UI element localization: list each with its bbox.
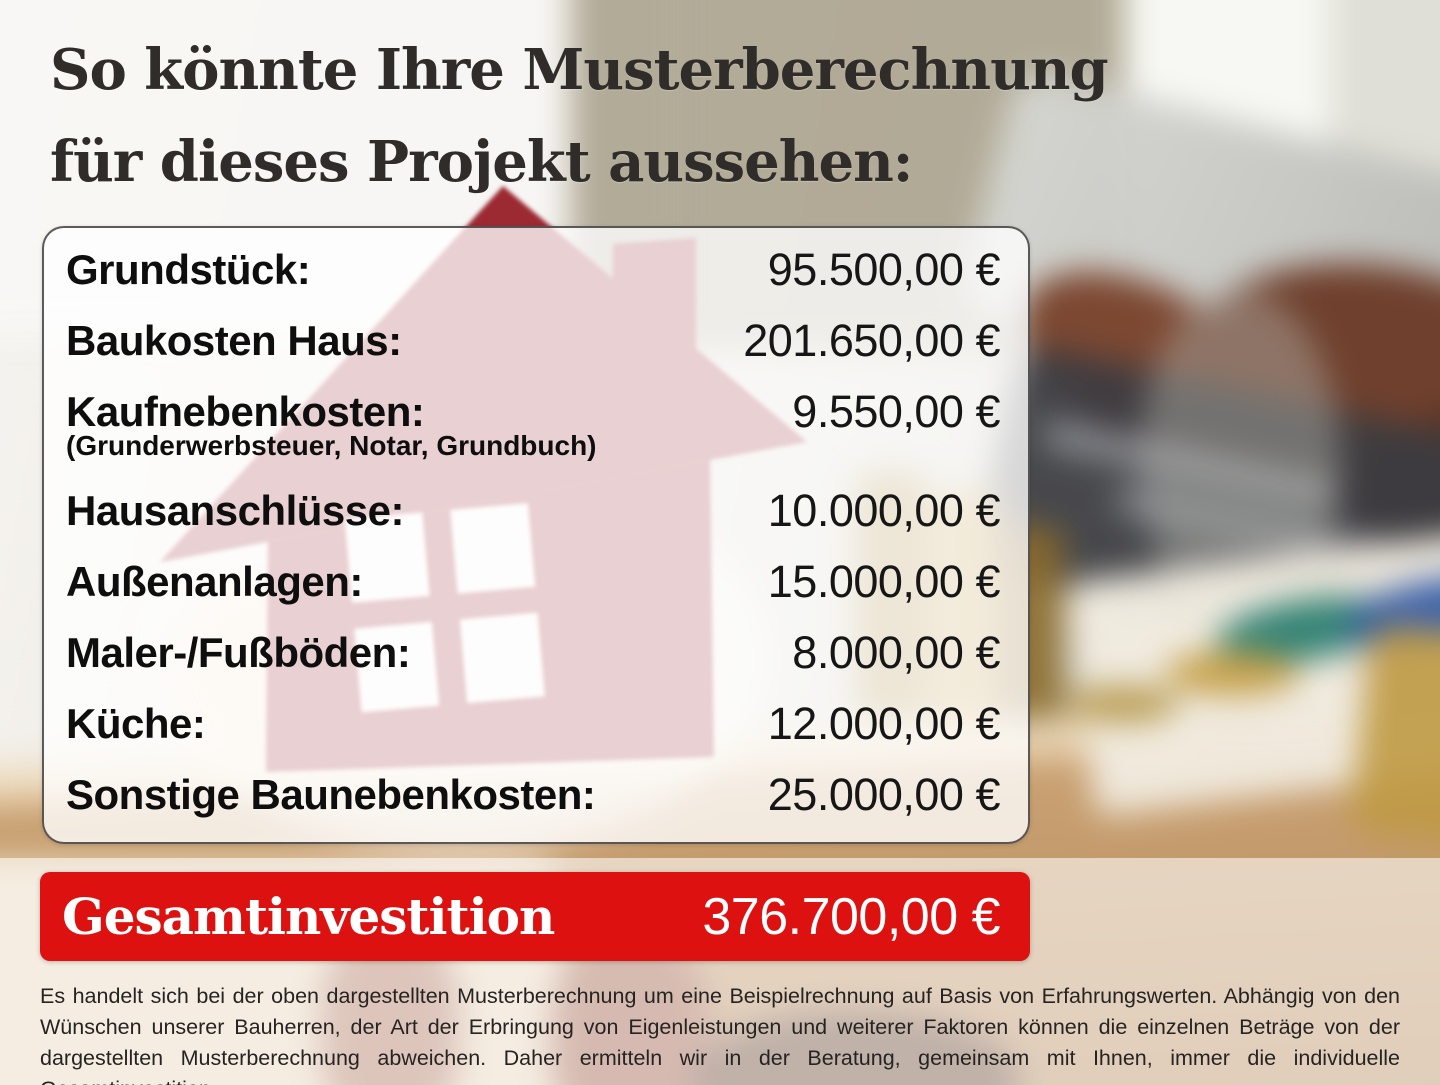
cost-value: 95.500,00 € (767, 243, 1001, 295)
table-row: Außenanlagen: 15.000,00 € (66, 546, 1001, 617)
disclaimer-text: Es handelt sich bei der oben dargestellt… (40, 984, 1400, 1085)
cost-value: 9.550,00 € (792, 385, 1000, 437)
page-title: So könnte Ihre Musterberechnung für dies… (50, 24, 1109, 208)
cost-label: Maler-/Fußböden: (66, 628, 411, 676)
cost-value: 25.000,00 € (767, 768, 1001, 820)
coin-blob (1065, 685, 1180, 723)
table-row: Küche: 12.000,00 € (66, 688, 1001, 759)
table-row: Kaufnebenkosten: 9.550,00 € (Grunderwerb… (66, 376, 1000, 461)
cost-label: Sonstige Baunebenkosten: (66, 770, 596, 818)
cost-value: 201.650,00 € (743, 314, 1000, 366)
table-row: Grundstück: 95.500,00 € (66, 234, 1001, 305)
cost-table: Grundstück: 95.500,00 € Baukosten Haus: … (66, 234, 1001, 830)
cost-value: 8.000,00 € (792, 626, 1000, 678)
table-row: Maler-/Fußböden: 8.000,00 € (66, 617, 1000, 688)
page-title-line2: für dieses Projekt aussehen: (50, 129, 913, 195)
coin-blob (1165, 650, 1300, 696)
cost-label: Hausanschlüsse: (66, 486, 404, 534)
total-label: Gesamtinvestition (62, 887, 555, 946)
table-row: Sonstige Baunebenkosten: 25.000,00 € (66, 759, 1001, 830)
cost-table-panel: Grundstück: 95.500,00 € Baukosten Haus: … (42, 226, 1030, 844)
total-value: 376.700,00 € (702, 887, 1000, 946)
total-banner: Gesamtinvestition 376.700,00 € (40, 872, 1030, 961)
cost-label: Küche: (66, 699, 206, 747)
page-title-line1: So könnte Ihre Musterberechnung (50, 37, 1109, 103)
cost-label: Baukosten Haus: (66, 316, 402, 364)
cost-note: (Grunderwerbsteuer, Notar, Grundbuch) (66, 430, 597, 461)
cost-label: Außenanlagen: (66, 557, 363, 605)
cost-value: 15.000,00 € (767, 555, 1001, 607)
table-row: Hausanschlüsse: 10.000,00 € (66, 475, 1001, 546)
cost-label: Grundstück: (66, 245, 311, 293)
cost-label: Kaufnebenkosten: (66, 387, 425, 435)
cost-value: 12.000,00 € (767, 697, 1001, 749)
cost-value: 10.000,00 € (767, 484, 1001, 536)
table-row: Baukosten Haus: 201.650,00 € (66, 305, 1000, 376)
